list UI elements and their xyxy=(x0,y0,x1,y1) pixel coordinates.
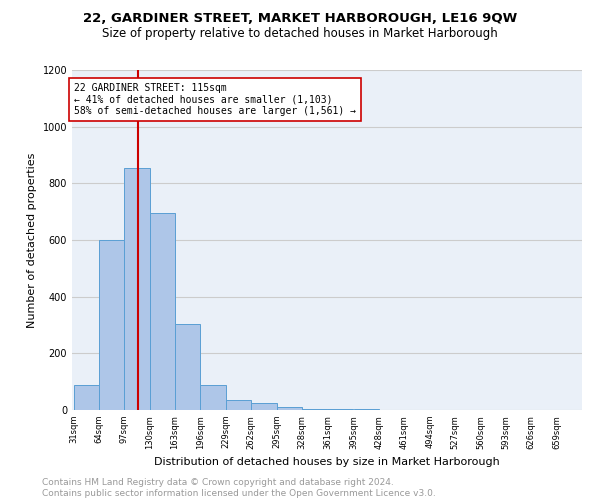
Bar xyxy=(124,168,149,410)
Text: Size of property relative to detached houses in Market Harborough: Size of property relative to detached ho… xyxy=(102,28,498,40)
Bar xyxy=(226,400,251,410)
Bar xyxy=(149,213,175,410)
Bar xyxy=(277,407,302,410)
X-axis label: Distribution of detached houses by size in Market Harborough: Distribution of detached houses by size … xyxy=(154,457,500,467)
Text: Contains HM Land Registry data © Crown copyright and database right 2024.
Contai: Contains HM Land Registry data © Crown c… xyxy=(42,478,436,498)
Text: 22, GARDINER STREET, MARKET HARBOROUGH, LE16 9QW: 22, GARDINER STREET, MARKET HARBOROUGH, … xyxy=(83,12,517,26)
Text: 22 GARDINER STREET: 115sqm
← 41% of detached houses are smaller (1,103)
58% of s: 22 GARDINER STREET: 115sqm ← 41% of deta… xyxy=(74,82,356,116)
Y-axis label: Number of detached properties: Number of detached properties xyxy=(27,152,37,328)
Bar xyxy=(302,408,328,410)
Bar xyxy=(175,324,200,410)
Bar xyxy=(200,384,226,410)
Bar xyxy=(99,240,124,410)
Bar xyxy=(251,403,277,410)
Bar xyxy=(74,384,99,410)
